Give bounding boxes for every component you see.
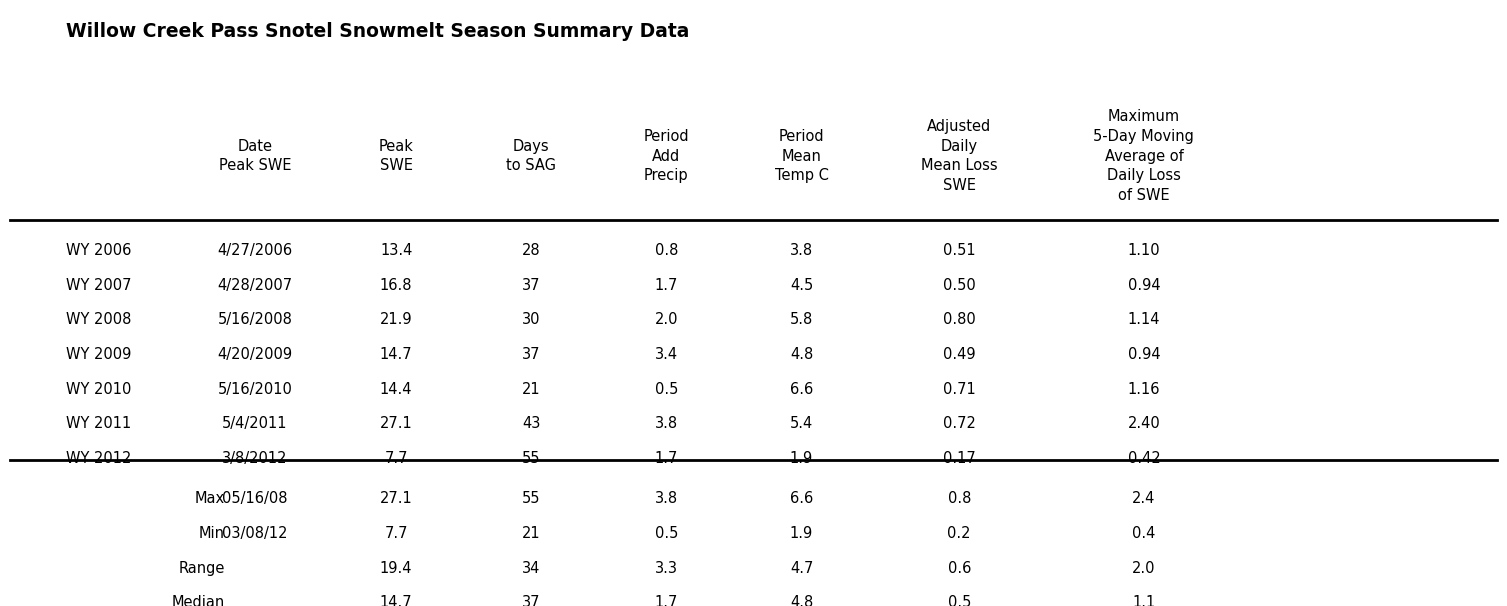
Text: 1.14: 1.14 (1127, 313, 1160, 327)
Text: 5/4/2011: 5/4/2011 (222, 416, 288, 431)
Text: 05/16/08: 05/16/08 (222, 491, 288, 507)
Text: Min: Min (199, 526, 225, 541)
Text: 0.8: 0.8 (948, 491, 971, 507)
Text: 0.5: 0.5 (654, 382, 678, 396)
Text: 0.71: 0.71 (943, 382, 975, 396)
Text: 5.8: 5.8 (790, 313, 814, 327)
Text: 43: 43 (521, 416, 541, 431)
Text: 0.49: 0.49 (943, 347, 975, 362)
Text: 1.7: 1.7 (654, 451, 678, 466)
Text: 37: 37 (521, 595, 541, 606)
Text: 5.4: 5.4 (790, 416, 814, 431)
Text: 0.94: 0.94 (1127, 347, 1160, 362)
Text: 2.40: 2.40 (1127, 416, 1160, 431)
Text: WY 2009: WY 2009 (66, 347, 131, 362)
Text: 55: 55 (521, 451, 541, 466)
Text: 30: 30 (521, 313, 541, 327)
Text: 0.4: 0.4 (1132, 526, 1156, 541)
Text: 37: 37 (521, 278, 541, 293)
Text: 0.42: 0.42 (1127, 451, 1160, 466)
Text: 2.0: 2.0 (1132, 561, 1156, 576)
Text: Days
to SAG: Days to SAG (506, 139, 556, 173)
Text: Median: Median (172, 595, 225, 606)
Text: Peak
SWE: Peak SWE (378, 139, 413, 173)
Text: 4/27/2006: 4/27/2006 (217, 244, 292, 258)
Text: 16.8: 16.8 (380, 278, 413, 293)
Text: 0.80: 0.80 (943, 313, 975, 327)
Text: 21.9: 21.9 (380, 313, 413, 327)
Text: 13.4: 13.4 (380, 244, 413, 258)
Text: 0.51: 0.51 (943, 244, 975, 258)
Text: 3.4: 3.4 (656, 347, 678, 362)
Text: 37: 37 (521, 347, 541, 362)
Text: 0.2: 0.2 (948, 526, 971, 541)
Text: Max: Max (194, 491, 225, 507)
Text: 1.7: 1.7 (654, 278, 678, 293)
Text: 19.4: 19.4 (380, 561, 413, 576)
Text: 5/16/2008: 5/16/2008 (217, 313, 292, 327)
Text: 6.6: 6.6 (790, 382, 814, 396)
Text: 1.16: 1.16 (1127, 382, 1160, 396)
Text: 4.8: 4.8 (790, 595, 814, 606)
Text: 21: 21 (521, 382, 541, 396)
Text: 1.10: 1.10 (1127, 244, 1160, 258)
Text: 4.8: 4.8 (790, 347, 814, 362)
Text: 27.1: 27.1 (380, 416, 413, 431)
Text: 3/8/2012: 3/8/2012 (222, 451, 288, 466)
Text: 0.5: 0.5 (948, 595, 971, 606)
Text: Adjusted
Daily
Mean Loss
SWE: Adjusted Daily Mean Loss SWE (921, 119, 998, 193)
Text: 7.7: 7.7 (384, 451, 408, 466)
Text: WY 2011: WY 2011 (66, 416, 131, 431)
Text: 27.1: 27.1 (380, 491, 413, 507)
Text: Period
Add
Precip: Period Add Precip (643, 129, 689, 184)
Text: 6.6: 6.6 (790, 491, 814, 507)
Text: 1.9: 1.9 (790, 451, 814, 466)
Text: 55: 55 (521, 491, 541, 507)
Text: 4.5: 4.5 (790, 278, 814, 293)
Text: 34: 34 (521, 561, 541, 576)
Text: 1.9: 1.9 (790, 526, 814, 541)
Text: WY 2007: WY 2007 (66, 278, 131, 293)
Text: 14.4: 14.4 (380, 382, 413, 396)
Text: 0.72: 0.72 (943, 416, 975, 431)
Text: 7.7: 7.7 (384, 526, 408, 541)
Text: 4/28/2007: 4/28/2007 (217, 278, 292, 293)
Text: 21: 21 (521, 526, 541, 541)
Text: 2.4: 2.4 (1132, 491, 1156, 507)
Text: Maximum
5-Day Moving
Average of
Daily Loss
of SWE: Maximum 5-Day Moving Average of Daily Lo… (1094, 109, 1195, 203)
Text: 4.7: 4.7 (790, 561, 814, 576)
Text: 03/08/12: 03/08/12 (222, 526, 288, 541)
Text: 1.7: 1.7 (654, 595, 678, 606)
Text: 3.8: 3.8 (656, 416, 678, 431)
Text: 0.94: 0.94 (1127, 278, 1160, 293)
Text: 14.7: 14.7 (380, 347, 413, 362)
Text: 0.50: 0.50 (943, 278, 975, 293)
Text: WY 2008: WY 2008 (66, 313, 131, 327)
Text: Date
Peak SWE: Date Peak SWE (219, 139, 291, 173)
Text: 0.17: 0.17 (943, 451, 975, 466)
Text: 3.8: 3.8 (656, 491, 678, 507)
Text: 1.1: 1.1 (1132, 595, 1156, 606)
Text: 2.0: 2.0 (654, 313, 678, 327)
Text: Range: Range (179, 561, 225, 576)
Text: WY 2012: WY 2012 (66, 451, 131, 466)
Text: 14.7: 14.7 (380, 595, 413, 606)
Text: Period
Mean
Temp C: Period Mean Temp C (775, 129, 829, 184)
Text: 0.5: 0.5 (654, 526, 678, 541)
Text: 4/20/2009: 4/20/2009 (217, 347, 292, 362)
Text: WY 2006: WY 2006 (66, 244, 131, 258)
Text: 3.3: 3.3 (656, 561, 678, 576)
Text: 0.6: 0.6 (948, 561, 971, 576)
Text: 28: 28 (521, 244, 541, 258)
Text: 5/16/2010: 5/16/2010 (217, 382, 292, 396)
Text: Willow Creek Pass Snotel Snowmelt Season Summary Data: Willow Creek Pass Snotel Snowmelt Season… (66, 22, 689, 41)
Text: WY 2010: WY 2010 (66, 382, 131, 396)
Text: 0.8: 0.8 (654, 244, 678, 258)
Text: 3.8: 3.8 (790, 244, 814, 258)
